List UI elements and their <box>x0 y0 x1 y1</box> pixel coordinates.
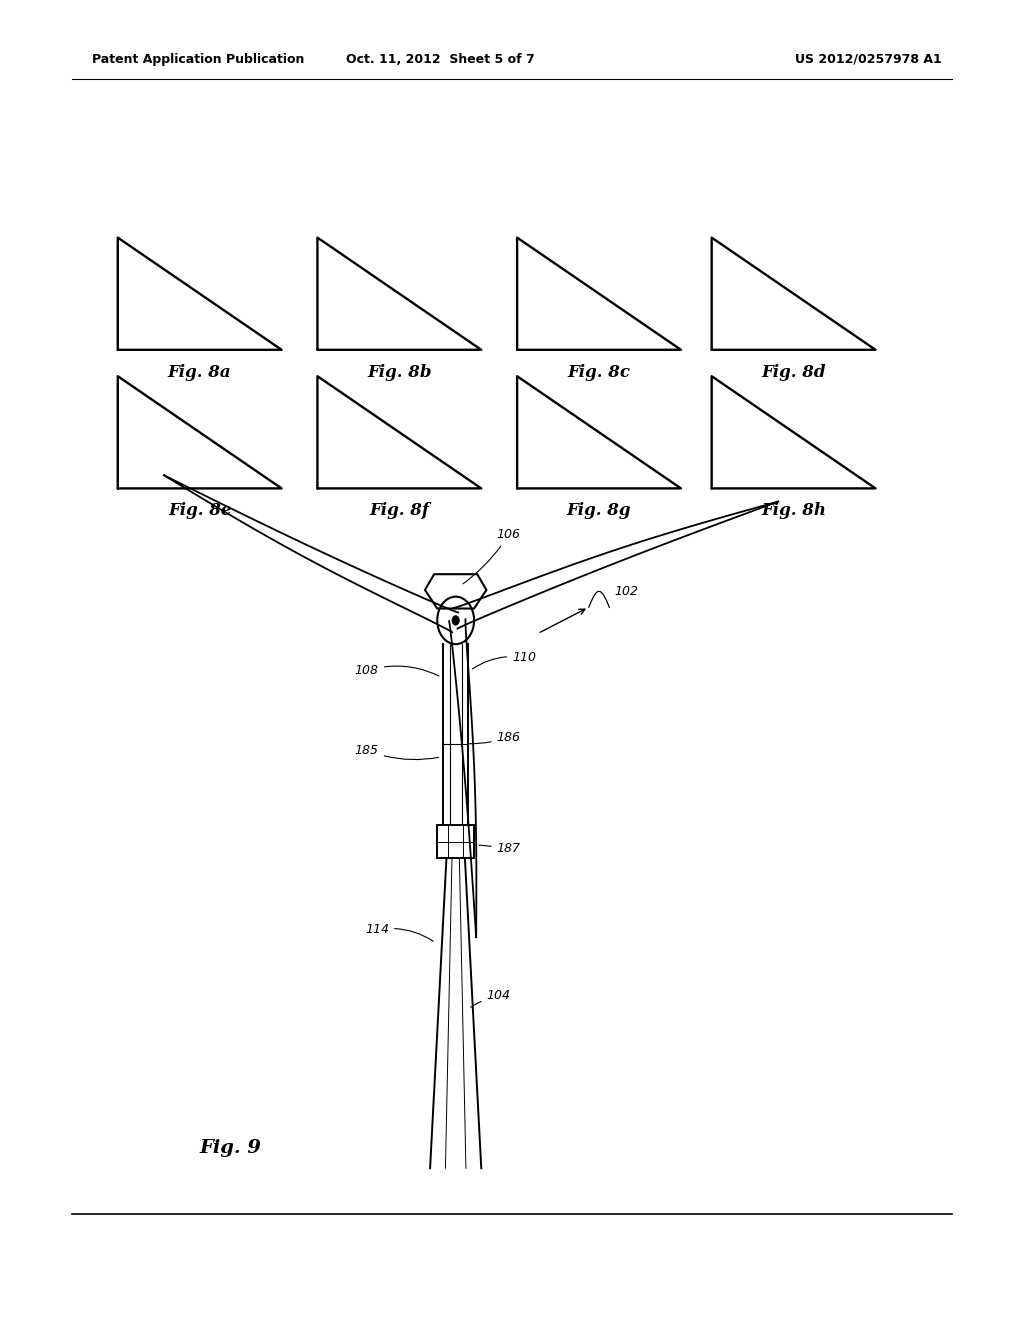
Text: Fig. 8a: Fig. 8a <box>168 364 231 380</box>
Text: Fig. 8b: Fig. 8b <box>368 364 431 380</box>
Text: Fig. 8h: Fig. 8h <box>761 503 826 519</box>
Text: 108: 108 <box>355 664 439 677</box>
Text: 106: 106 <box>463 528 520 583</box>
Text: US 2012/0257978 A1: US 2012/0257978 A1 <box>796 53 942 66</box>
Text: Fig. 8f: Fig. 8f <box>370 503 429 519</box>
Text: 102: 102 <box>614 585 638 598</box>
Text: 185: 185 <box>355 743 438 759</box>
Text: Fig. 8g: Fig. 8g <box>567 503 631 519</box>
Text: 186: 186 <box>468 730 520 743</box>
Text: 104: 104 <box>471 989 510 1007</box>
Text: Fig. 9: Fig. 9 <box>200 1139 262 1158</box>
Text: Oct. 11, 2012  Sheet 5 of 7: Oct. 11, 2012 Sheet 5 of 7 <box>346 53 535 66</box>
Text: Fig. 8e: Fig. 8e <box>168 503 231 519</box>
Text: 187: 187 <box>479 842 520 854</box>
Circle shape <box>452 615 460 626</box>
Text: Patent Application Publication: Patent Application Publication <box>92 53 304 66</box>
Text: 110: 110 <box>472 651 536 669</box>
Text: Fig. 8d: Fig. 8d <box>762 364 825 380</box>
Bar <box>437 825 474 858</box>
Text: 114: 114 <box>366 923 433 941</box>
Text: Fig. 8c: Fig. 8c <box>567 364 631 380</box>
